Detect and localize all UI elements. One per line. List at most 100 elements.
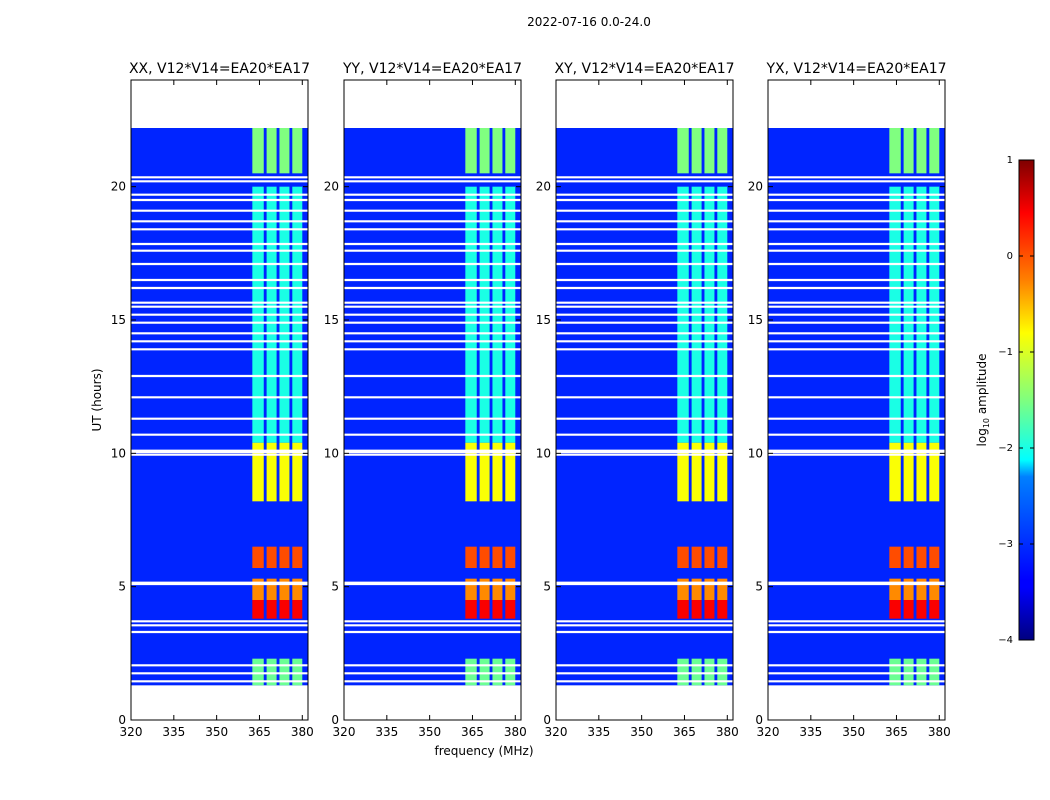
heatmap-cell	[889, 546, 901, 568]
heatmap-cell	[677, 600, 689, 619]
panel-1: XX, V12*V14=EA20*EA17 320 335 350 365 380 0 5 10…	[111, 61, 314, 739]
panel-title: YY, V12*V14=EA20*EA17	[342, 61, 522, 77]
colorbar-ticks: −4 −3 −2 −1 0 1	[998, 155, 1034, 646]
heatmap-cell	[916, 658, 927, 686]
heatmap-cell	[677, 546, 689, 568]
y-tick-label: 15	[748, 313, 763, 327]
colorbar-tick-label: 1	[1007, 155, 1013, 166]
y-tick-label: 5	[118, 580, 126, 594]
heatmap-cell	[465, 600, 477, 619]
heatmap-cell	[717, 128, 728, 174]
y-tick-label: 5	[755, 580, 763, 594]
heatmap-cell	[479, 578, 490, 600]
y-tick-label: 20	[324, 180, 339, 194]
heatmap-cell	[505, 546, 516, 568]
y-tick-label: 0	[543, 713, 551, 727]
y-tick-label: 10	[324, 446, 339, 460]
heatmap-cell	[479, 442, 490, 502]
heatmap-cell	[266, 128, 277, 174]
heatmap-cell	[266, 546, 277, 568]
colorbar-tick-label: −4	[998, 635, 1013, 646]
heatmap-cell	[266, 442, 277, 502]
heatmap-cell	[903, 658, 914, 686]
heatmap-cell	[889, 128, 901, 174]
heatmap-cell	[691, 578, 702, 600]
x-tick-label: 320	[120, 725, 143, 739]
x-tick-label: 350	[205, 725, 228, 739]
y-tick-label: 5	[543, 580, 551, 594]
heatmap-cell	[916, 442, 927, 502]
x-tick-label: 335	[375, 725, 398, 739]
heatmap-cell	[916, 546, 927, 568]
heatmap-cell	[465, 442, 477, 502]
heatmap-cell	[252, 546, 264, 568]
heatmap-cell	[929, 442, 940, 502]
heatmap-cell	[479, 658, 490, 686]
heatmap-cell	[279, 442, 290, 502]
panels: XX, V12*V14=EA20*EA17 320 335 350 365 380 0 5 10…	[111, 61, 951, 739]
heatmap-cell	[479, 546, 490, 568]
x-tick-label: 335	[587, 725, 610, 739]
heatmap-cell	[677, 578, 689, 600]
colorbar-tick-label: −1	[998, 347, 1013, 358]
heatmap-cell	[465, 128, 477, 174]
heatmap-cell	[717, 578, 728, 600]
heatmap-cell	[492, 578, 503, 600]
heatmap-cell	[279, 578, 290, 600]
heatmap-cell	[492, 546, 503, 568]
x-tick-label: 350	[630, 725, 653, 739]
heatmap-cell	[889, 442, 901, 502]
axes-frame	[555, 79, 734, 721]
colorbar: −4 −3 −2 −1 0 1 log10 amplitude	[975, 155, 1035, 646]
heatmap-cell	[916, 128, 927, 174]
x-tick-label: 335	[799, 725, 822, 739]
heatmap-cell	[279, 658, 290, 686]
panel-title: XX, V12*V14=EA20*EA17	[129, 61, 310, 77]
heatmap-cell	[492, 442, 503, 502]
y-tick-label: 15	[324, 313, 339, 327]
heatmap-cell	[505, 600, 516, 619]
y-tick-label: 5	[331, 580, 339, 594]
heatmap-cell	[292, 128, 303, 174]
x-tick-label: 335	[162, 725, 185, 739]
heatmap-cell	[704, 578, 715, 600]
y-tick-label: 10	[748, 446, 763, 460]
x-tick-label: 350	[842, 725, 865, 739]
axes-frame	[130, 79, 309, 721]
heatmap-cell	[704, 600, 715, 619]
heatmap-cell	[704, 658, 715, 686]
heatmap-cell	[492, 658, 503, 686]
axes-frame	[343, 79, 522, 721]
panel-title: XY, V12*V14=EA20*EA17	[554, 61, 734, 77]
heatmap-cell	[691, 600, 702, 619]
heatmap-cell	[889, 578, 901, 600]
y-tick-label: 10	[536, 446, 551, 460]
x-tick-label: 380	[716, 725, 739, 739]
heatmap-cell	[929, 658, 940, 686]
heatmap-cell	[465, 578, 477, 600]
heatmap-cell	[929, 578, 940, 600]
heatmap-cell	[266, 578, 277, 600]
heatmap-cell	[465, 546, 477, 568]
heatmap-cell	[492, 600, 503, 619]
heatmap-cell	[704, 546, 715, 568]
heatmap-cell	[292, 546, 303, 568]
heatmap-cell	[889, 658, 901, 686]
heatmap-cell	[505, 658, 516, 686]
heatmap-cell	[916, 600, 927, 619]
heatmap-cell	[929, 600, 940, 619]
heatmap-cell	[279, 128, 290, 174]
heatmap-cell	[292, 658, 303, 686]
x-tick-label: 380	[504, 725, 527, 739]
y-tick-label: 10	[111, 446, 126, 460]
panel-title: YX, V12*V14=EA20*EA17	[765, 61, 946, 77]
panel-4: YX, V12*V14=EA20*EA17 320 335 350 365 380 0 5 10…	[748, 61, 951, 739]
x-axis-label: frequency (MHz)	[434, 744, 533, 758]
y-tick-label: 20	[536, 180, 551, 194]
heatmap-cell	[252, 658, 264, 686]
heatmap-cell	[889, 600, 901, 619]
colorbar-tick-label: −2	[998, 443, 1013, 454]
heatmap-cell	[252, 442, 264, 502]
heatmap-cell	[691, 442, 702, 502]
